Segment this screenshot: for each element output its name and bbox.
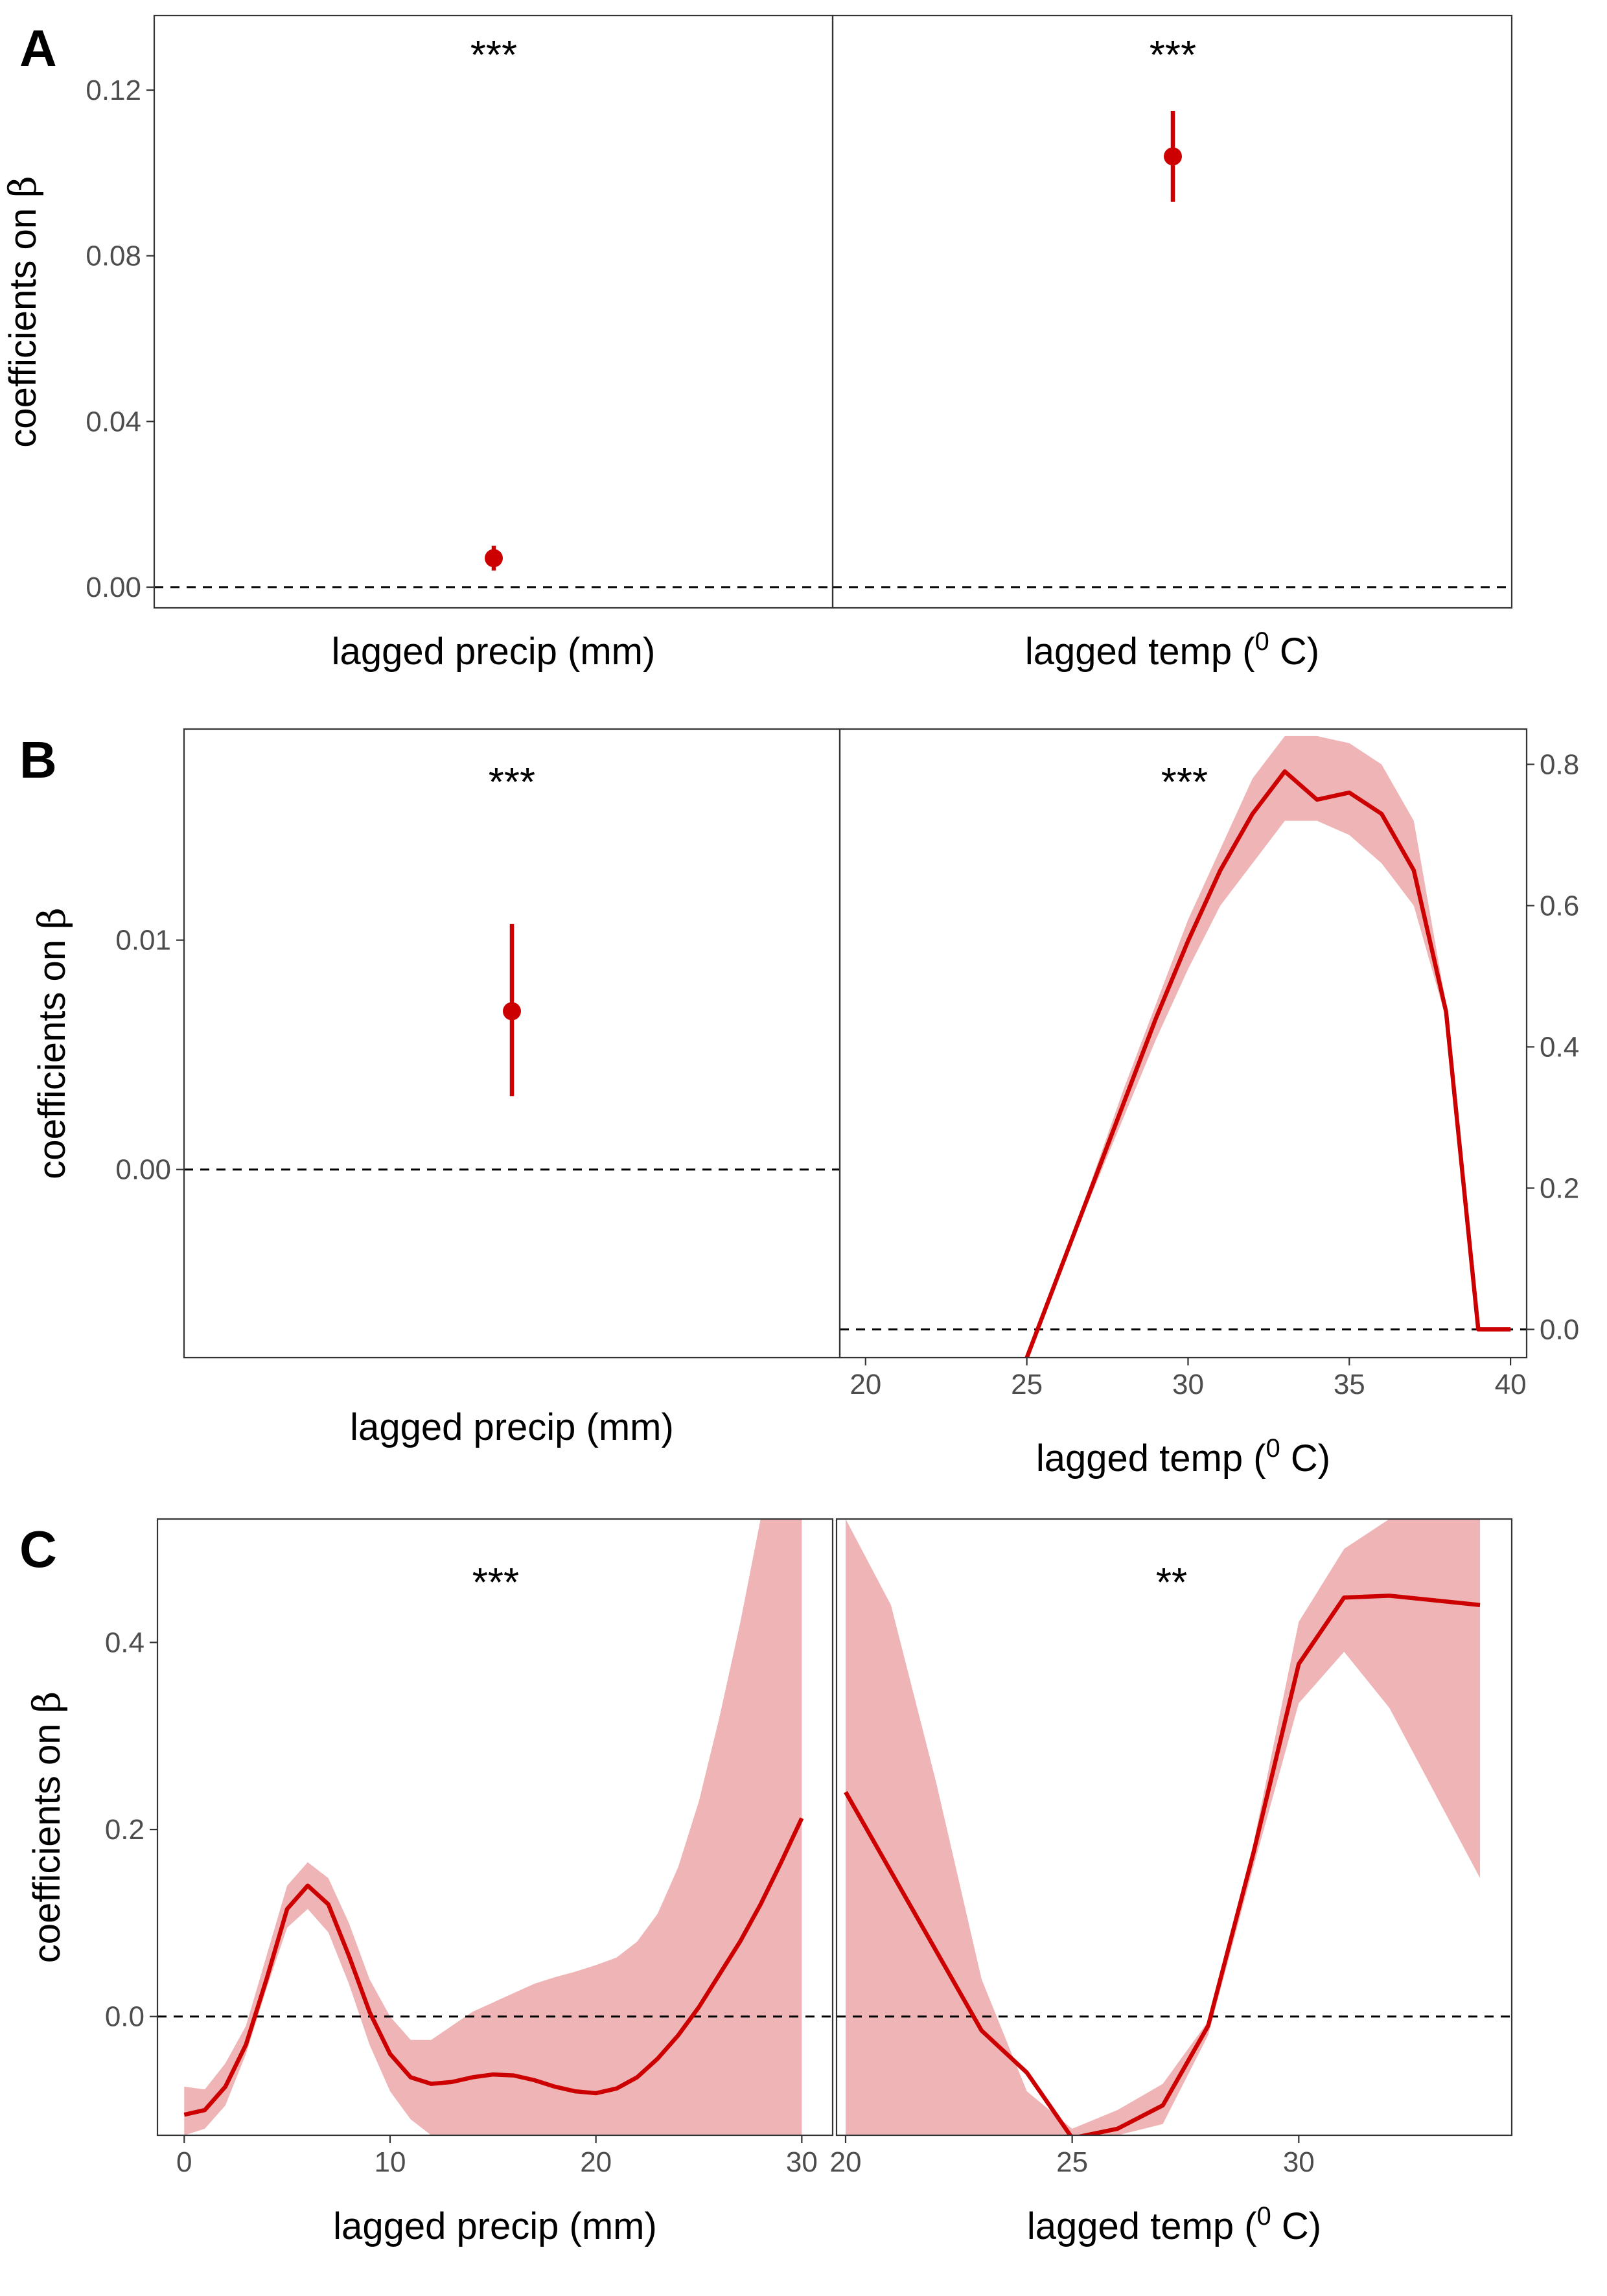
- panel-b-precip-estimate-point: [503, 1002, 521, 1021]
- panel-c-facet-1-line: [183, 1817, 804, 2117]
- panel-c-facet-1-xtick-label: 0: [176, 2146, 192, 2178]
- panel-c-facet-2-xtick-label: 25: [1056, 2146, 1088, 2178]
- panel-c-facet-1-ci-ribbon: [184, 1519, 802, 2135]
- panel-c-y-axis-title: coefficients on β: [25, 1691, 69, 1963]
- panel-b-right-xtick-label: 40: [1495, 1369, 1527, 1400]
- panel-c-facet-2-xtick-label: 30: [1283, 2146, 1315, 2178]
- chart-marks: coefficients on β0.000.040.080.12***lagg…: [1, 14, 1579, 2247]
- panel-a-facet-1-estimate-point: [485, 549, 503, 568]
- panel-b-right-ytick-label: 0.8: [1540, 748, 1579, 780]
- panel-c-ytick-label: 0.0: [105, 2001, 145, 2033]
- panel-b-right-ytick-label: 0.6: [1540, 890, 1579, 922]
- panel-b-right-xtick-label: 20: [850, 1369, 881, 1400]
- panel-label-a: A: [19, 19, 57, 77]
- panel-a-facet-frame: [831, 14, 1513, 609]
- panel-a-y-axis-title: coefficients on β: [1, 176, 45, 447]
- panel-label-b: B: [19, 731, 57, 789]
- panel-a-ytick-label: 0.12: [86, 75, 141, 106]
- panel-a-x-axis-title: lagged temp (0 C): [1025, 627, 1319, 673]
- panel-b-right-ytick-label: 0.0: [1540, 1314, 1579, 1345]
- panel-a-facet-2-estimate-point: [1164, 147, 1182, 166]
- panel-b-right-frame: [838, 728, 1528, 1359]
- panel-c-facet-1-xtick-label: 30: [786, 2146, 818, 2178]
- panel-b-right-significance-label: ***: [1161, 760, 1208, 805]
- panel-c-facet-2-ci-ribbon: [845, 1519, 1481, 2135]
- panel-b-left-ytick-label: 0.00: [115, 1154, 171, 1186]
- panel-c-ytick-label: 0.4: [105, 1627, 145, 1658]
- panel-a-significance-label: ***: [470, 33, 517, 78]
- panel-a-ytick-label: 0.04: [86, 406, 141, 437]
- panel-c-significance-label: ***: [472, 1560, 519, 1605]
- panel-b-right-xtick-label: 35: [1334, 1369, 1365, 1400]
- panel-b-right-ytick-label: 0.2: [1540, 1172, 1579, 1204]
- panel-c-facet-1-xtick-label: 10: [375, 2146, 406, 2178]
- panel-a-facet-frame: [153, 14, 834, 609]
- panel-c-ytick-label: 0.2: [105, 1814, 145, 1846]
- panel-c-facet-2-xtick-label: 20: [830, 2146, 862, 2178]
- panel-b-right-xtick-label: 30: [1172, 1369, 1204, 1400]
- panel-b-temp-line: [1024, 769, 1511, 1358]
- panel-a-ytick-label: 0.00: [86, 572, 141, 603]
- panel-b-left-significance-label: ***: [489, 760, 535, 805]
- panel-c-x-axis-title: lagged temp (0 C): [1027, 2202, 1321, 2247]
- panel-b-temp-ci-ribbon: [1026, 736, 1479, 1358]
- panel-a-ytick-label: 0.08: [86, 240, 141, 272]
- panel-c-facet-1-xtick-label: 20: [580, 2146, 612, 2178]
- panel-b-right-ytick-label: 0.4: [1540, 1031, 1579, 1063]
- panel-a-significance-label: ***: [1150, 33, 1196, 78]
- panel-c-x-axis-title: lagged precip (mm): [333, 2205, 657, 2247]
- panel-c-facet-frame: [835, 1518, 1513, 2137]
- panel-b-left-x-axis-title: lagged precip (mm): [350, 1406, 674, 1448]
- panel-b-right-xtick-label: 25: [1011, 1369, 1043, 1400]
- panel-a-x-axis-title: lagged precip (mm): [332, 631, 656, 673]
- panel-label-c: C: [19, 1520, 57, 1578]
- panel-b-left-ytick-label: 0.01: [115, 925, 171, 957]
- panel-c-facet-2-line: [844, 1594, 1481, 2135]
- panel-b-y-axis-title: coefficients on β: [30, 907, 74, 1179]
- panel-c-facet-frame: [156, 1518, 834, 2137]
- panel-b-right-x-axis-title: lagged temp (0 C): [1036, 1434, 1330, 1479]
- panel-c-significance-label: **: [1156, 1560, 1187, 1605]
